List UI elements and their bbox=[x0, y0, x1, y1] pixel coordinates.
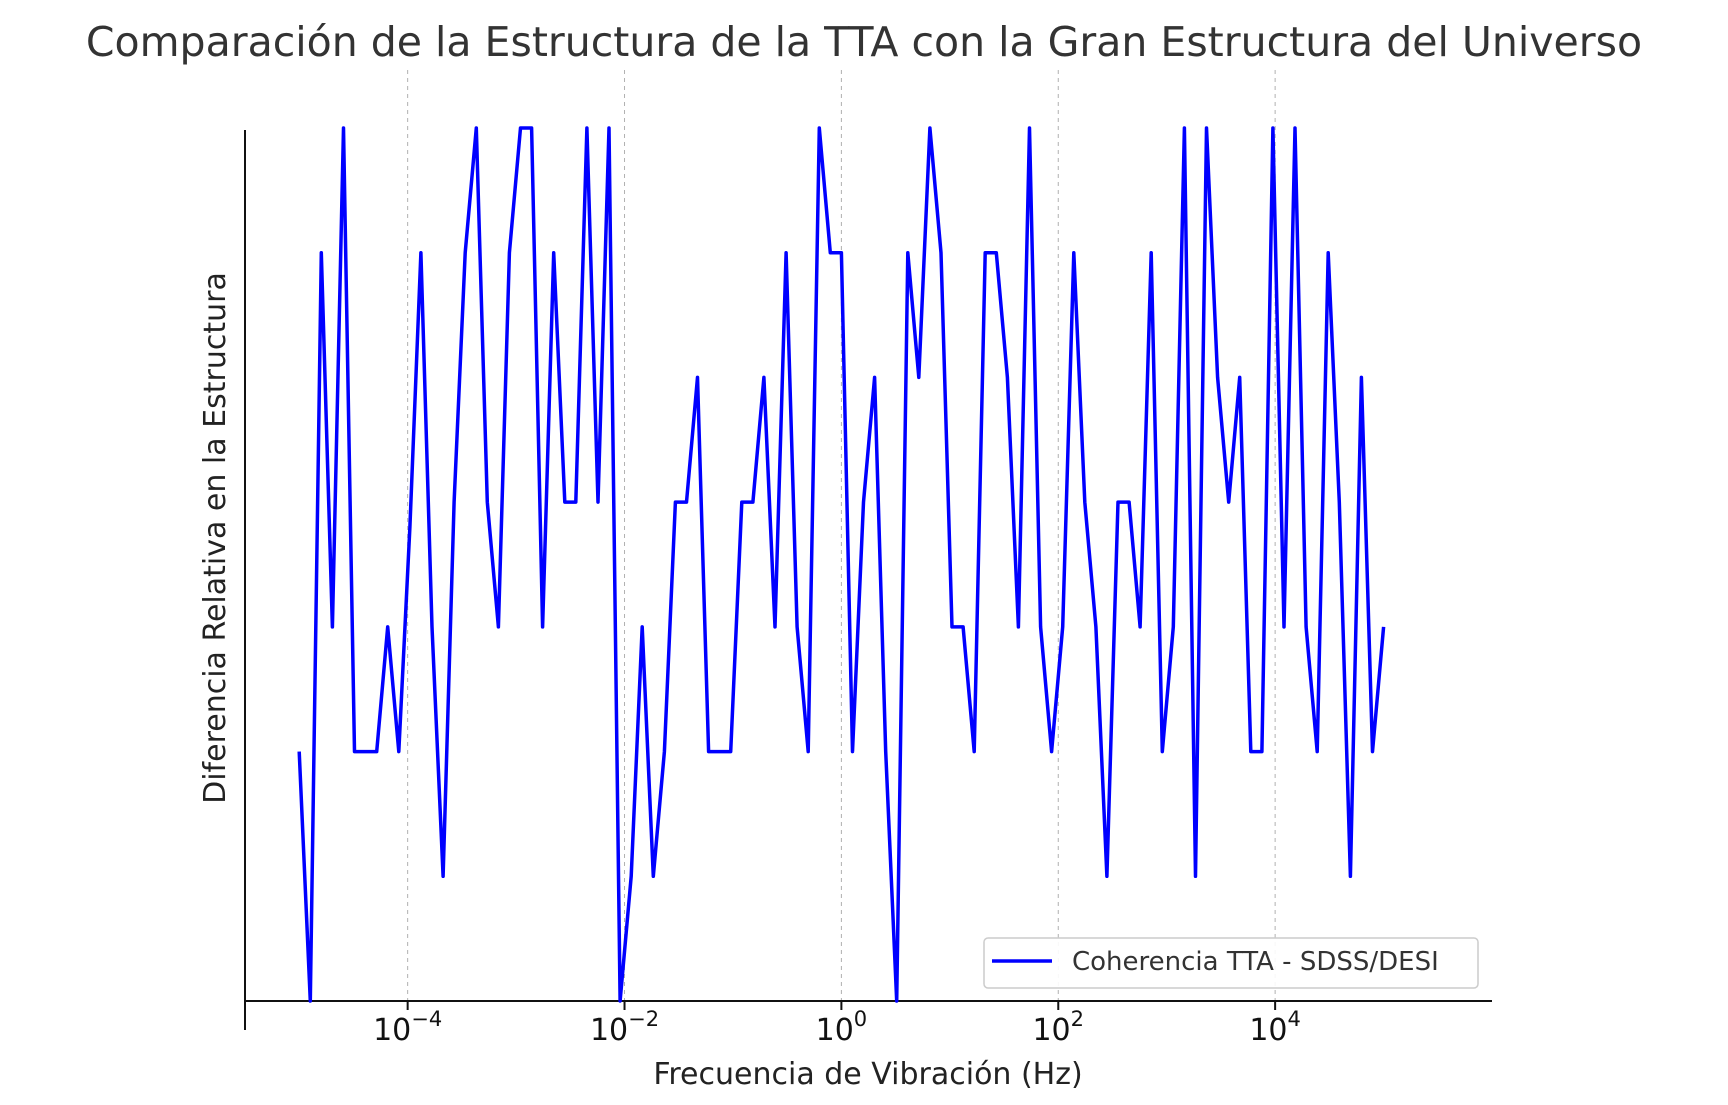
legend: Coherencia TTA - SDSS/DESI bbox=[983, 937, 1479, 989]
x-ticks: 10−4 10−2 100 102 104 bbox=[373, 1001, 1301, 1048]
grid bbox=[407, 70, 1276, 1001]
series-layer bbox=[297, 126, 1386, 1003]
legend-box bbox=[983, 937, 1479, 989]
x-axis-label: Frecuencia de Vibración (Hz) bbox=[653, 1057, 1082, 1092]
y-axis-label: Diferencia Relativa en la Estructura bbox=[198, 272, 233, 804]
series-line-0 bbox=[297, 126, 1386, 1003]
x-tick-label: 100 bbox=[816, 1007, 868, 1048]
x-tick-label: 104 bbox=[1249, 1007, 1301, 1048]
x-tick-label: 10−2 bbox=[590, 1007, 659, 1048]
x-tick-label: 102 bbox=[1032, 1007, 1084, 1048]
chart-title: Comparación de la Estructura de la TTA c… bbox=[86, 18, 1642, 66]
x-tick-label: 10−4 bbox=[373, 1007, 442, 1048]
legend-label: Coherencia TTA - SDSS/DESI bbox=[1072, 947, 1439, 977]
